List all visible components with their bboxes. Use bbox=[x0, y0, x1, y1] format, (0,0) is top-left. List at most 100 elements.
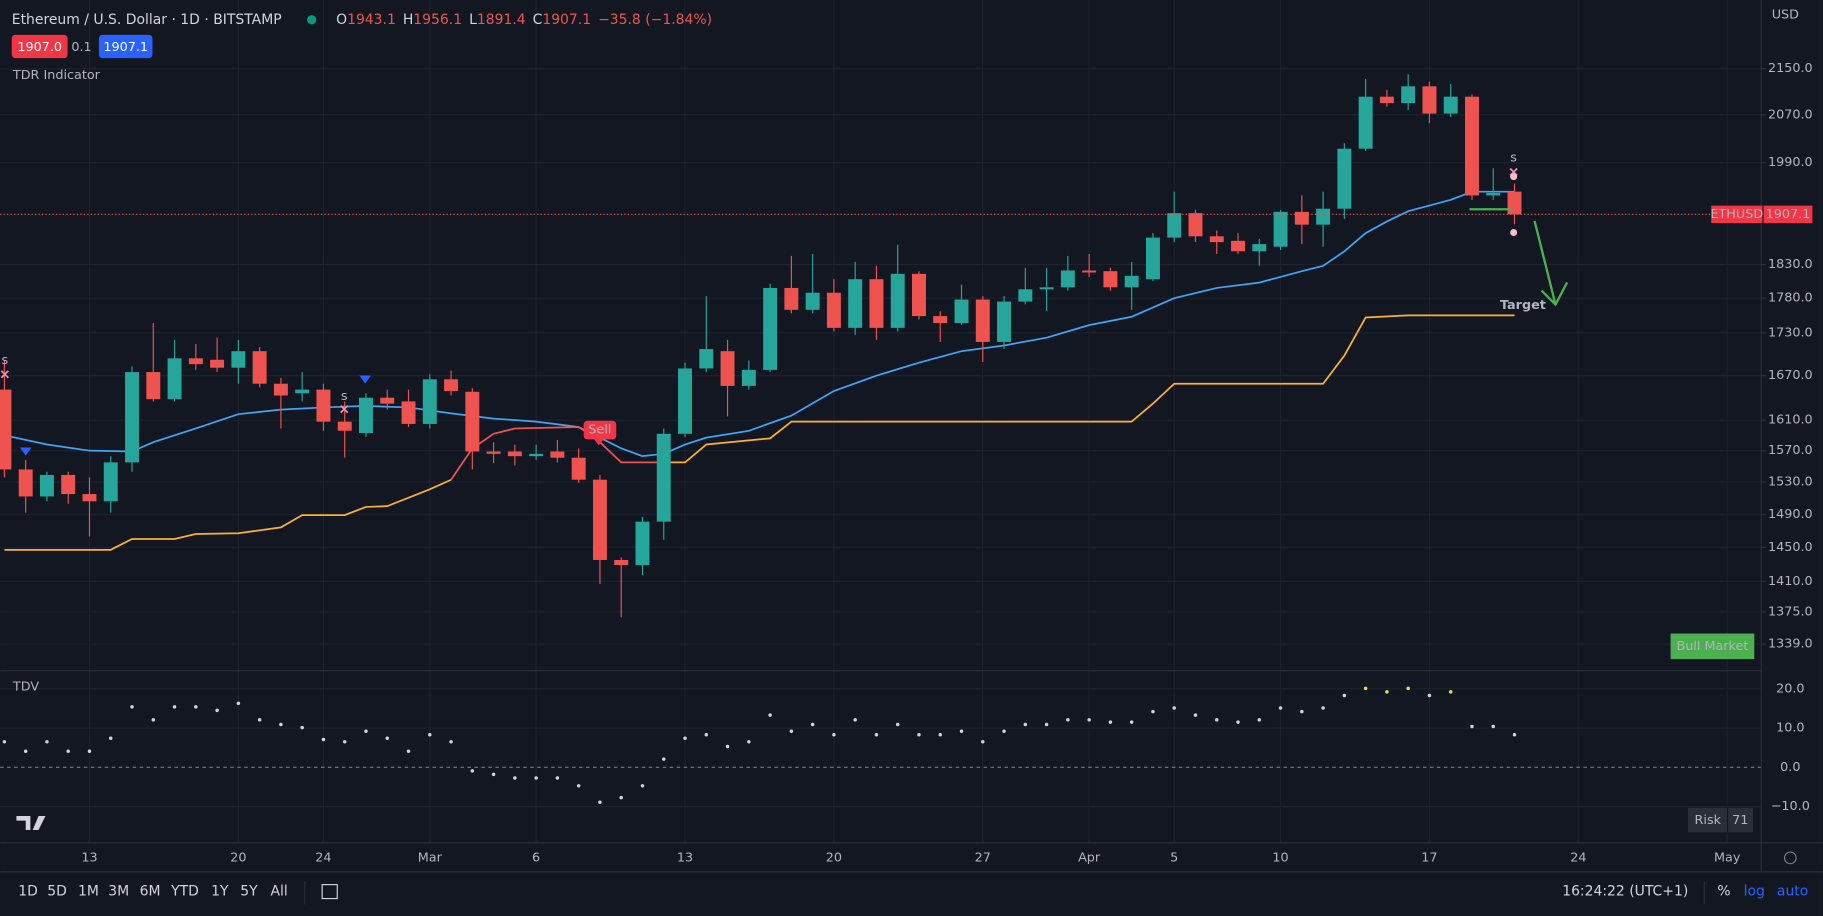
candle-body bbox=[39, 474, 54, 497]
candle-body bbox=[997, 301, 1012, 342]
candle-body bbox=[1401, 86, 1416, 104]
sell-pointer bbox=[594, 439, 604, 446]
tdv-dot bbox=[513, 776, 517, 780]
candle-body bbox=[252, 351, 267, 384]
tdv-dot bbox=[109, 736, 113, 741]
tdv-dot bbox=[747, 740, 751, 744]
candle-body bbox=[273, 383, 288, 396]
tdv-dot bbox=[640, 784, 645, 788]
range-button[interactable]: 1D bbox=[18, 884, 38, 900]
candle-body bbox=[507, 451, 522, 457]
y-tick-label: 2070.0 bbox=[1768, 107, 1813, 122]
candle-body bbox=[337, 421, 352, 431]
range-button[interactable]: 6M bbox=[140, 884, 161, 900]
candle-body bbox=[1231, 240, 1245, 252]
tdv-dot bbox=[895, 722, 900, 727]
y2-tick-label: 10.0 bbox=[1776, 721, 1804, 736]
y-tick-label: 1780.0 bbox=[1768, 291, 1813, 306]
range-button[interactable]: 3M bbox=[108, 884, 129, 900]
x-tick-label: 13 bbox=[81, 850, 97, 865]
marker bbox=[19, 447, 32, 456]
y-tick-label: 1450.0 bbox=[1768, 540, 1813, 555]
tdv-dot bbox=[1300, 709, 1304, 714]
log-button[interactable]: log bbox=[1744, 884, 1765, 900]
tdv-dot bbox=[1066, 718, 1070, 722]
auto-button[interactable]: auto bbox=[1777, 884, 1808, 900]
candle-body bbox=[805, 292, 820, 310]
logo[interactable] bbox=[16, 816, 46, 830]
change: −35.8 (−1.84%) bbox=[598, 12, 712, 28]
x-tick-label: 27 bbox=[975, 850, 991, 865]
tdv-dot bbox=[1108, 720, 1113, 724]
x-tick-label: 20 bbox=[230, 850, 246, 865]
candle-body bbox=[1167, 213, 1182, 238]
tdv-dot bbox=[683, 736, 687, 741]
date-range-icon[interactable] bbox=[321, 884, 338, 900]
h-value: 1956.1 bbox=[413, 12, 462, 28]
settings-icon[interactable] bbox=[1783, 851, 1797, 865]
tdv-dot bbox=[321, 737, 326, 742]
candle-body bbox=[1188, 213, 1203, 237]
signal: s bbox=[1, 353, 8, 368]
candle-body bbox=[359, 397, 373, 434]
tdv-dot bbox=[1044, 722, 1049, 727]
tdv-dot bbox=[236, 701, 241, 706]
ask-box[interactable] bbox=[98, 34, 153, 59]
candle-body bbox=[1379, 96, 1394, 104]
candle-body bbox=[1145, 237, 1160, 280]
bid[interactable]: 1907.0 bbox=[17, 40, 62, 55]
candle-body bbox=[61, 474, 76, 495]
candle-body bbox=[933, 316, 948, 323]
candle-body bbox=[826, 292, 841, 328]
tdv-dot bbox=[1448, 690, 1453, 694]
candle-body bbox=[188, 358, 203, 365]
candle-body bbox=[550, 451, 565, 458]
indicator-line bbox=[4, 314, 1515, 551]
tdv-dot bbox=[87, 749, 92, 753]
range-button[interactable]: All bbox=[270, 884, 287, 900]
candle-body bbox=[444, 379, 459, 392]
tdv-dot bbox=[1087, 718, 1091, 722]
candle-body bbox=[1209, 236, 1224, 243]
range-button[interactable]: 1M bbox=[78, 884, 99, 900]
risk-label: Risk bbox=[1695, 813, 1722, 828]
candle-body bbox=[486, 451, 501, 454]
candle-body bbox=[1465, 96, 1479, 196]
candle-body bbox=[1337, 148, 1352, 209]
plot bbox=[0, 74, 1762, 805]
tdv-dot bbox=[1512, 732, 1517, 737]
y2-tick-label: −10.0 bbox=[1771, 799, 1810, 814]
status-dot bbox=[307, 15, 317, 25]
ask[interactable]: 1907.1 bbox=[103, 40, 148, 55]
range-button[interactable]: 5D bbox=[47, 884, 67, 900]
tdv-dot bbox=[279, 722, 283, 727]
clock[interactable]: 16:24:22 (UTC+1) bbox=[1562, 884, 1688, 900]
tdv-dot bbox=[491, 772, 496, 777]
currency[interactable]: USD bbox=[1772, 8, 1799, 23]
y-tick-label: 1730.0 bbox=[1768, 325, 1813, 340]
range-button[interactable]: 1Y bbox=[211, 884, 229, 900]
range-button[interactable]: YTD bbox=[170, 884, 199, 900]
candle-body bbox=[614, 559, 629, 566]
risk-value: 71 bbox=[1732, 813, 1748, 828]
tdv-dot bbox=[364, 729, 368, 733]
bid-box[interactable] bbox=[11, 34, 68, 59]
y-tick-label: 1339.0 bbox=[1768, 637, 1813, 652]
tdv-dot bbox=[130, 705, 134, 709]
candle-body bbox=[954, 299, 969, 323]
tdv-dot bbox=[300, 725, 304, 730]
y-tick-label: 1375.0 bbox=[1768, 604, 1813, 619]
candle-body bbox=[125, 372, 139, 463]
tdv-dot bbox=[959, 729, 964, 733]
y-tick-label: 1490.0 bbox=[1768, 507, 1813, 522]
candle-body bbox=[231, 351, 246, 368]
l-value: 1891.4 bbox=[477, 12, 526, 28]
target-arrow bbox=[1533, 220, 1569, 307]
tdv-dot bbox=[1427, 693, 1432, 698]
percent-button[interactable]: % bbox=[1717, 884, 1730, 900]
candle-body bbox=[1316, 208, 1331, 225]
tdv-dot bbox=[2, 740, 7, 744]
range-button[interactable]: 5Y bbox=[240, 884, 258, 900]
candle-body bbox=[465, 391, 480, 452]
